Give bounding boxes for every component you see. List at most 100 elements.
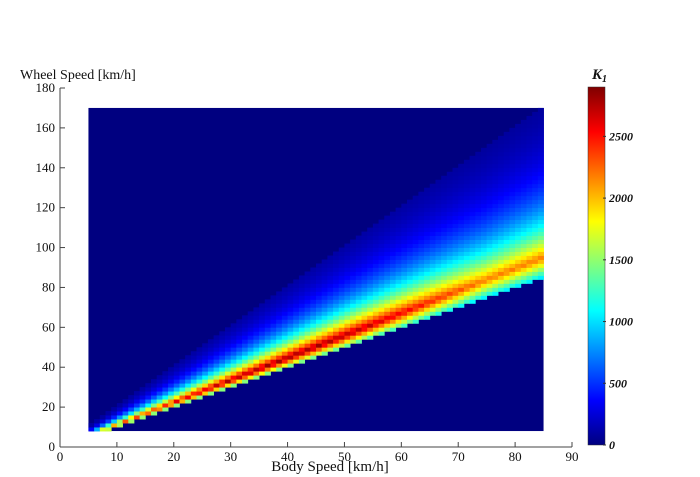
heatmap-cell [412, 287, 419, 292]
heatmap-cell [378, 239, 385, 244]
heatmap-cell [151, 383, 158, 388]
heatmap-cell [520, 239, 527, 244]
heatmap-cell [321, 339, 328, 344]
heatmap-cell [532, 275, 539, 280]
heatmap-cell [395, 299, 402, 304]
heatmap-cell [287, 331, 294, 336]
heatmap-cell [458, 195, 465, 201]
heatmap-cell [475, 255, 482, 260]
heatmap-cell [338, 251, 345, 256]
heatmap-cell [304, 307, 311, 312]
heatmap-cell [463, 163, 470, 169]
heatmap-cell [333, 335, 340, 340]
heatmap-cell [452, 187, 459, 193]
heatmap-cell [429, 223, 436, 229]
heatmap-cell [327, 271, 334, 276]
heatmap-cell [475, 239, 482, 244]
heatmap-cell [429, 263, 436, 268]
x-tick-label: 10 [110, 449, 123, 464]
heatmap-cell [355, 275, 362, 280]
heatmap-cell [247, 335, 254, 340]
heatmap-cell [236, 339, 243, 344]
heatmap-cell [310, 307, 317, 312]
heatmap-cell [401, 283, 408, 288]
heatmap-cell [276, 319, 283, 324]
heatmap-cell [270, 319, 277, 324]
heatmap-cell [207, 379, 214, 384]
heatmap-cell [270, 367, 277, 372]
heatmap-cell [242, 331, 249, 336]
heatmap-cell [520, 183, 527, 189]
heatmap-cell [99, 419, 106, 424]
heatmap-cell [486, 283, 493, 288]
heatmap-cell [475, 179, 482, 185]
heatmap-cell [310, 291, 317, 296]
heatmap-cell [480, 179, 488, 185]
heatmap-cell [372, 259, 379, 264]
heatmap-cell [105, 415, 112, 420]
heatmap-cell [526, 151, 533, 157]
heatmap-cell [333, 323, 340, 328]
heatmap-cell [367, 319, 374, 324]
heatmap-cell [475, 203, 482, 209]
heatmap-cell [344, 275, 351, 280]
heatmap-cell [412, 283, 419, 288]
heatmap-cell [361, 247, 368, 252]
heatmap-cell [418, 283, 425, 288]
heatmap-cell [441, 219, 448, 225]
heatmap-cell [429, 287, 436, 292]
heatmap-cell [276, 351, 283, 356]
heatmap-cell [446, 231, 453, 236]
heatmap-cell [378, 251, 385, 256]
heatmap-cell [361, 311, 368, 316]
heatmap-cell [327, 295, 334, 300]
heatmap-cell [247, 311, 254, 316]
heatmap-cell [139, 395, 146, 400]
heatmap-cell [458, 227, 465, 232]
heatmap-cell [486, 175, 493, 181]
heatmap-cell [503, 267, 510, 272]
heatmap-cell [116, 407, 123, 412]
heatmap-cell [344, 327, 351, 332]
heatmap-cell [412, 319, 419, 324]
heatmap-cell [401, 303, 408, 308]
heatmap-cell [412, 255, 419, 260]
heatmap-cell [350, 267, 357, 272]
heatmap-cell [378, 327, 385, 332]
heatmap-cell [156, 375, 163, 380]
heatmap-cell [486, 223, 493, 229]
heatmap-cell [287, 315, 294, 320]
heatmap-cell [486, 171, 493, 177]
colorbar-tick-label: 1000 [609, 315, 633, 329]
heatmap-cell [429, 199, 436, 205]
heatmap-cell [190, 359, 197, 364]
heatmap-cell [361, 283, 368, 288]
y-axis-label: Wheel Speed [km/h] [20, 68, 136, 83]
heatmap-cell [515, 203, 522, 209]
heatmap-cell [230, 355, 237, 360]
heatmap-cell [378, 231, 385, 236]
heatmap-cell [532, 119, 539, 125]
heatmap-cell [509, 203, 516, 209]
heatmap-cell [327, 255, 334, 260]
heatmap-cell [133, 407, 141, 412]
heatmap-cell [230, 367, 237, 372]
colorbar-tick-label: 0 [609, 438, 615, 452]
heatmap-cell [173, 391, 180, 396]
heatmap-cell [310, 287, 317, 292]
heatmap-cell [122, 419, 129, 424]
heatmap-cell [463, 195, 470, 201]
heatmap-cell [247, 343, 254, 348]
heatmap-cell [361, 327, 368, 332]
heatmap-cell [509, 279, 516, 284]
heatmap-cell [418, 263, 425, 268]
heatmap-cell [498, 243, 505, 248]
heatmap-cell [480, 155, 488, 161]
heatmap-cell [469, 207, 476, 213]
heatmap-cell [372, 227, 379, 232]
heatmap-cell [378, 259, 385, 264]
heatmap-cell [475, 167, 482, 173]
heatmap-cell [145, 403, 152, 408]
heatmap-cell [185, 371, 192, 376]
heatmap-cell [492, 235, 499, 240]
